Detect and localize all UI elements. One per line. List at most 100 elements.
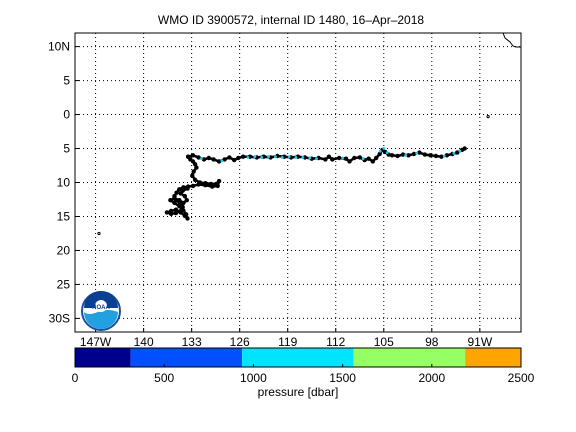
profile-point	[180, 188, 185, 193]
profile-point-highlight	[267, 155, 270, 159]
colorbar-tick-label: 500	[154, 371, 174, 385]
logo-sky	[84, 291, 118, 308]
colorbar-tick-label: 2500	[508, 371, 535, 385]
profile-point	[181, 200, 186, 206]
profile-point-highlight	[341, 156, 344, 160]
profile-point	[174, 190, 179, 195]
profile-point	[177, 187, 182, 192]
profile-point	[222, 157, 227, 162]
colorbar-band	[242, 348, 354, 367]
colorbar-band	[130, 348, 243, 367]
profile-point	[172, 195, 177, 201]
profile-point-highlight	[220, 159, 224, 163]
colorbar-tick-label: 2000	[418, 371, 445, 385]
profile-point	[366, 156, 371, 161]
profile-point	[400, 152, 406, 157]
profile-point	[190, 153, 196, 158]
y-tick-labels: 10N 5 0 5 10 15 20 25 30S	[48, 40, 70, 326]
profile-point-highlight	[301, 156, 305, 159]
profile-point	[352, 155, 357, 161]
profile-point-highlight	[274, 155, 277, 159]
profile-point	[337, 155, 342, 161]
profile-point-highlight	[260, 156, 263, 159]
profile-point-highlight	[385, 151, 389, 155]
profile-point	[377, 151, 382, 157]
profile-point	[186, 154, 191, 159]
profile-point-highlight	[442, 154, 446, 158]
profile-point	[330, 157, 335, 162]
profile-point	[406, 153, 411, 158]
y-tick-label: 10	[57, 176, 71, 190]
grid-lines	[75, 33, 521, 332]
colorbar-frame	[74, 347, 522, 368]
y-tick-label: 10N	[48, 40, 70, 54]
profile-point-highlight	[382, 147, 386, 150]
profile-point	[216, 178, 222, 184]
profile-point	[180, 204, 185, 210]
colorbar-tick-label: 0	[72, 371, 79, 385]
x-tick-label: 147W	[80, 335, 112, 349]
profile-point	[374, 155, 379, 161]
profile-point	[370, 159, 375, 164]
colorbar-tick-label: 1000	[240, 371, 267, 385]
profile-point	[433, 153, 439, 159]
profile-point	[236, 155, 241, 161]
x-tick-label: 133	[182, 335, 202, 349]
coastline-northeast	[502, 32, 521, 48]
profile-point	[227, 155, 232, 160]
x-tick-label: 126	[230, 335, 250, 349]
profile-point	[191, 169, 196, 174]
profile-point	[184, 212, 189, 217]
profile-point	[190, 183, 196, 189]
profile-point	[347, 159, 352, 164]
profile-point	[411, 151, 417, 157]
colorbar-tick-label: 1500	[329, 371, 356, 385]
profile-point-highlight	[199, 157, 203, 161]
profile-point-highlight	[294, 156, 298, 159]
colorbar-label: pressure [dbar]	[258, 385, 339, 399]
profile-point-highlight	[315, 157, 318, 161]
profile-point	[216, 159, 222, 164]
x-tick-label: 119	[278, 335, 297, 349]
x-tick-labels: 147W 140 133 126 119 112 105 98 91W	[80, 335, 493, 349]
profile-point-highlight	[452, 151, 456, 155]
x-tick-label: 91W	[467, 335, 492, 349]
profile-point-highlight	[253, 155, 257, 159]
x-tick-label: 105	[374, 335, 394, 349]
profile-point	[417, 150, 422, 155]
profile-point	[168, 198, 173, 203]
profile-point-highlight	[458, 149, 462, 153]
logo-wave	[84, 309, 118, 329]
profile-point	[232, 157, 237, 163]
noaa-logo: NOAA	[81, 291, 121, 331]
profile-point	[326, 154, 332, 159]
profile-point-highlight	[287, 155, 291, 159]
profile-point	[428, 153, 433, 158]
y-tick-label: 5	[63, 142, 70, 156]
profile-point	[323, 157, 328, 162]
profile-point	[164, 210, 170, 215]
x-tick-label: 98	[425, 335, 439, 349]
profile-point-highlight	[246, 156, 250, 159]
y-tick-label: 0	[63, 108, 70, 122]
profile-point	[357, 155, 362, 160]
profile-point	[182, 193, 187, 199]
profile-point	[395, 153, 400, 159]
colorbar-bands	[75, 348, 521, 367]
profile-point	[215, 183, 220, 189]
profile-point	[240, 154, 246, 159]
profile-point	[177, 204, 182, 209]
profile-point	[184, 198, 189, 203]
profile-point	[343, 156, 349, 161]
profile-point-highlight	[308, 156, 312, 160]
profile-point	[168, 208, 174, 214]
profile-point	[181, 208, 186, 213]
profile-point-highlight	[378, 149, 382, 153]
profile-point	[211, 157, 216, 162]
profile-point	[181, 185, 186, 190]
profile-point	[444, 153, 450, 158]
x-tick-label: 140	[134, 335, 154, 349]
profile-point	[201, 157, 207, 162]
y-tick-label: 25	[57, 277, 71, 291]
